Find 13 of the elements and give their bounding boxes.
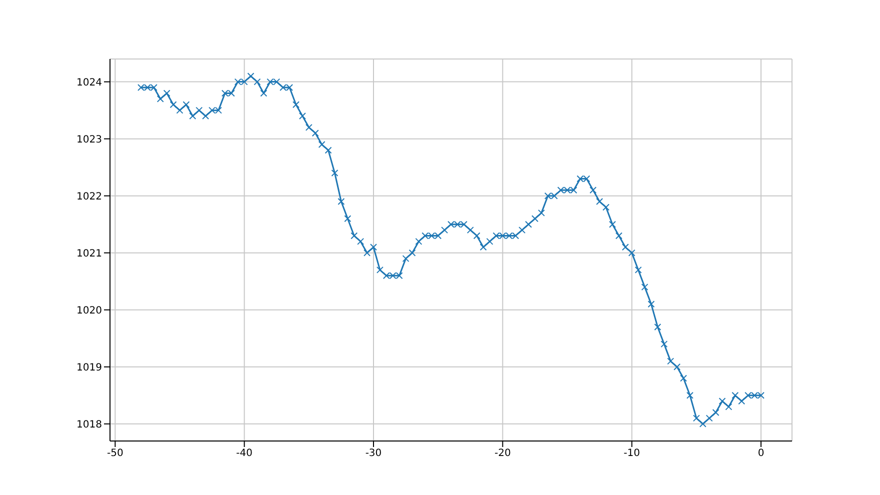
x-tick-label: -30 [365,448,382,460]
x-tick-label: -10 [624,448,640,460]
y-tick-label: 1018 [76,419,102,430]
y-tick-label: 1021 [76,248,102,260]
y-tick-label: 1020 [76,305,102,316]
y-tick-label: 1022 [76,191,102,202]
y-tick-label: 1019 [76,362,102,374]
x-tick-label: -40 [236,448,253,460]
x-tick-label: -20 [494,448,511,460]
y-tick-label: 1024 [76,77,102,88]
x-tick-label: -50 [106,448,124,460]
x-tick-label: 0 [758,448,764,460]
y-tick-label: 1023 [76,134,102,146]
